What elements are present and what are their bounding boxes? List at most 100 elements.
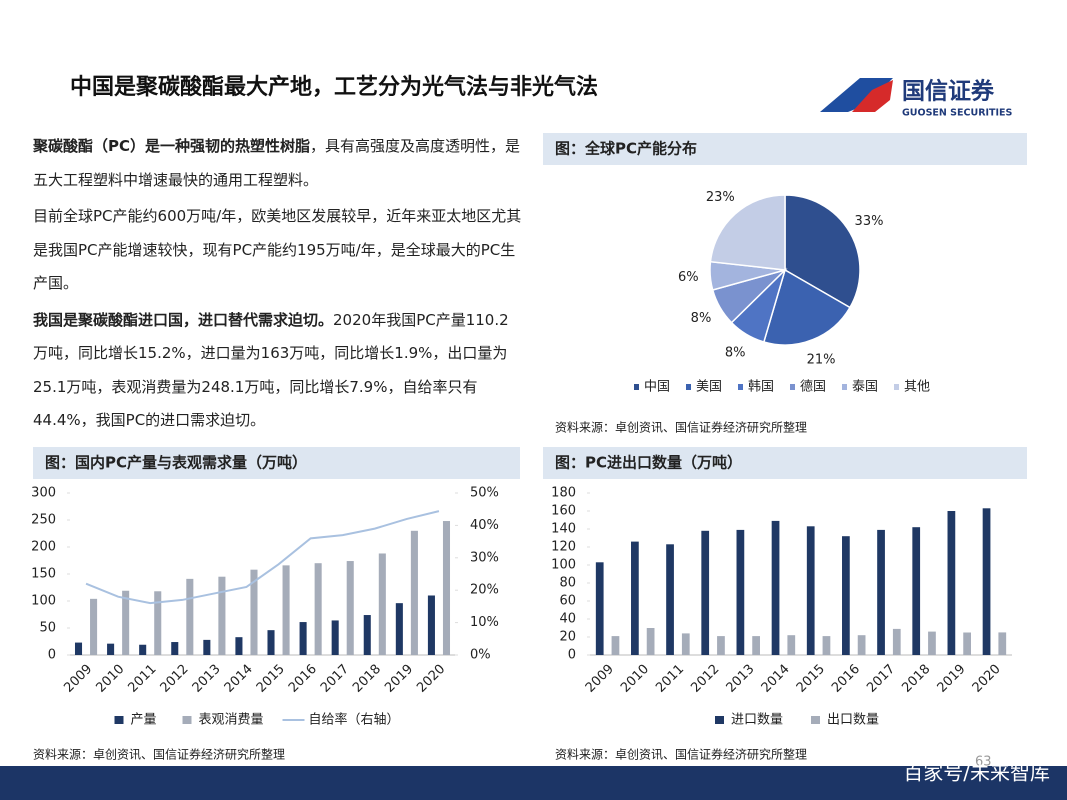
y-tick-label: 60 bbox=[559, 594, 576, 609]
legend-swatch bbox=[715, 716, 724, 724]
panel-title: 图：全球PC产能分布 bbox=[555, 140, 697, 158]
bold-text: 我国是聚碳酸酯进口国，进口替代需求迫切。 bbox=[33, 310, 334, 329]
data-label: 23% bbox=[706, 190, 735, 205]
bar bbox=[877, 529, 885, 655]
paragraph: 聚碳酸酯（PC）是一种强韧的热塑性树脂，具有高强度及高度透明性，是五大工程塑料中… bbox=[33, 130, 523, 197]
x-tick-label: 2015 bbox=[794, 662, 828, 696]
bar bbox=[139, 644, 147, 655]
legend-swatch bbox=[738, 384, 743, 390]
text-block: 聚碳酸酯（PC）是一种强韧的热塑性树脂，具有高强度及高度透明性，是五大工程塑料中… bbox=[33, 130, 523, 441]
bar bbox=[982, 508, 991, 655]
bar bbox=[171, 642, 179, 655]
bar bbox=[928, 631, 936, 655]
x-tick-label: 2009 bbox=[61, 662, 95, 696]
bar bbox=[963, 632, 971, 655]
x-tick-label: 2014 bbox=[759, 662, 793, 696]
legend-swatch bbox=[686, 384, 691, 390]
bar bbox=[282, 565, 290, 655]
x-tick-label: 2018 bbox=[899, 662, 933, 696]
bar bbox=[299, 622, 307, 655]
paragraph: 我国是聚碳酸酯进口国，进口替代需求迫切。2020年我国PC产量110.2万吨，同… bbox=[33, 304, 523, 438]
y-tick-label: 100 bbox=[551, 558, 576, 573]
legend-swatch bbox=[114, 716, 124, 724]
bar bbox=[235, 637, 243, 655]
bar bbox=[186, 578, 194, 655]
bar bbox=[442, 521, 451, 655]
y-tick-label: 40 bbox=[559, 612, 576, 627]
bar bbox=[218, 576, 226, 655]
y-tick-label: 0 bbox=[48, 648, 56, 663]
x-tick-label: 2016 bbox=[286, 662, 320, 696]
x-tick-label: 2011 bbox=[126, 662, 160, 696]
data-label: 21% bbox=[807, 353, 836, 368]
pie-slice bbox=[762, 268, 851, 346]
bar bbox=[892, 628, 901, 655]
bar bbox=[947, 511, 956, 655]
bar bbox=[203, 639, 211, 655]
y-tick-label: 50 bbox=[39, 621, 56, 636]
legend-label: 德国 bbox=[800, 380, 826, 395]
data-label: 33% bbox=[855, 214, 884, 229]
bar bbox=[410, 530, 418, 655]
bar bbox=[107, 643, 115, 655]
y-tick-label: 20 bbox=[559, 630, 576, 645]
bar bbox=[681, 633, 690, 655]
bar bbox=[912, 527, 921, 655]
data-label: 6% bbox=[678, 270, 699, 285]
y-tick-label: 250 bbox=[31, 513, 56, 528]
bar bbox=[154, 591, 162, 655]
bar bbox=[346, 561, 354, 655]
panel-header bbox=[543, 133, 1027, 165]
y-tick-label: 180 bbox=[551, 486, 576, 501]
logo-name: 国信证券 bbox=[902, 78, 995, 105]
bar bbox=[806, 526, 815, 655]
legend-label: 进口数量 bbox=[731, 713, 783, 728]
source-note: 资料来源：卓创资讯、国信证券经济研究所整理 bbox=[555, 420, 807, 435]
y-tick-label: 150 bbox=[31, 567, 56, 582]
source-note: 资料来源：卓创资讯、国信证券经济研究所整理 bbox=[33, 747, 285, 762]
panel-header bbox=[543, 447, 1027, 479]
logo-en: GUOSEN SECURITIES bbox=[902, 108, 1013, 119]
legend-label: 美国 bbox=[696, 380, 722, 395]
x-tick-label: 2020 bbox=[414, 662, 448, 696]
legend-swatch bbox=[894, 384, 899, 390]
bold-text: 聚碳酸酯（PC）是一种强韧的热塑性树脂 bbox=[33, 137, 311, 155]
x-tick-label: 2020 bbox=[970, 662, 1004, 696]
bar bbox=[378, 553, 386, 655]
bar bbox=[822, 636, 831, 655]
bar bbox=[331, 620, 339, 655]
y2-tick-label: 20% bbox=[470, 583, 499, 598]
body-text: 目前全球PC产能约600万吨/年，欧美地区发展较早，近年来亚太地区尤其是我国PC… bbox=[33, 207, 522, 292]
data-label: 8% bbox=[691, 311, 712, 326]
bar bbox=[631, 541, 639, 655]
x-tick-label: 2019 bbox=[935, 662, 969, 696]
legend-label: 韩国 bbox=[748, 380, 774, 395]
y-tick-label: 300 bbox=[31, 486, 56, 501]
legend-label: 产量 bbox=[131, 713, 157, 728]
x-tick-label: 2018 bbox=[350, 662, 384, 696]
x-tick-label: 2012 bbox=[158, 662, 192, 696]
legend-label: 其他 bbox=[904, 380, 930, 395]
bar bbox=[752, 636, 760, 655]
body-text: ，具有高强度及高度透明性，是五大工程塑料中增速最快的通用工程塑料。 bbox=[33, 137, 521, 189]
x-tick-label: 2013 bbox=[190, 662, 224, 696]
x-tick-label: 2017 bbox=[864, 662, 898, 696]
line-series bbox=[85, 510, 440, 605]
logo-shape bbox=[820, 78, 893, 112]
bar bbox=[666, 544, 674, 655]
y-tick-label: 140 bbox=[551, 522, 576, 537]
footer-band bbox=[0, 766, 1067, 800]
y2-tick-label: 50% bbox=[470, 486, 499, 501]
bar bbox=[701, 530, 710, 655]
y-tick-label: 100 bbox=[31, 594, 56, 609]
y-tick-label: 80 bbox=[559, 576, 576, 591]
bar bbox=[267, 630, 275, 655]
source-note: 资料来源：卓创资讯、国信证券经济研究所整理 bbox=[555, 747, 807, 762]
panel-title: 图：国内PC产量与表观需求量（万吨） bbox=[45, 454, 307, 472]
legend-label: 出口数量 bbox=[827, 713, 879, 728]
pie-slice bbox=[784, 194, 861, 309]
y2-tick-label: 10% bbox=[470, 615, 499, 630]
logo-shape bbox=[852, 80, 893, 112]
